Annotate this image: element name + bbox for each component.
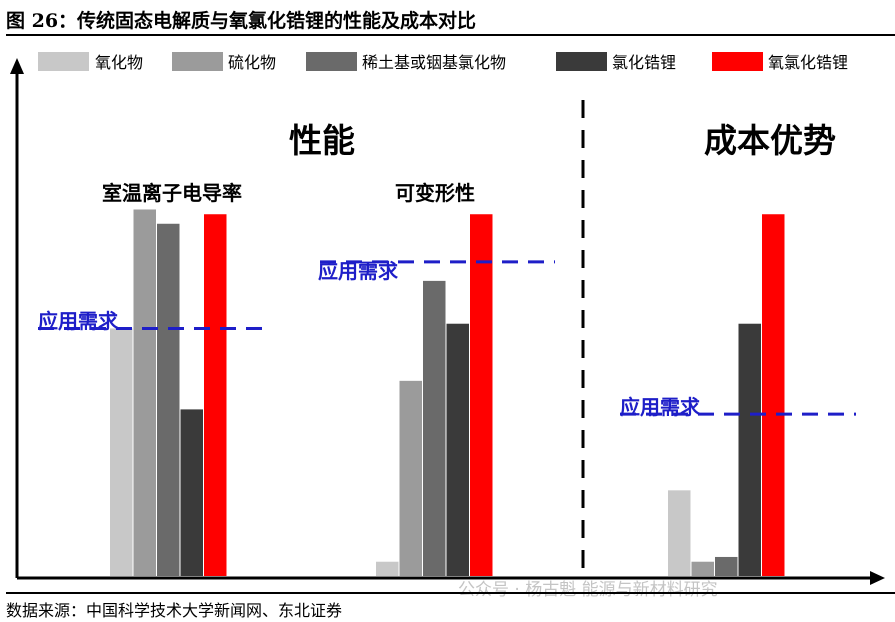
bar-2-3 — [738, 323, 761, 576]
bar-1-4 — [470, 214, 493, 577]
legend: 氧化物 硫化物 稀土基或铟基氯化物 氯化锆锂 氧氯化锆锂 — [38, 52, 848, 72]
bar-0-4 — [204, 214, 227, 577]
legend-swatch-0 — [38, 52, 89, 71]
group-label-1: 可变形性 — [395, 181, 475, 205]
legend-label-4: 氧氯化锆锂 — [768, 53, 848, 72]
legend-swatch-1 — [172, 52, 223, 71]
bar-0-0 — [110, 328, 133, 576]
group-label-0: 室温离子电导率 — [102, 181, 242, 205]
bars — [110, 209, 785, 577]
figure-title: 图 26：传统固态电解质与氧氯化锆锂的性能及成本对比 — [6, 10, 477, 32]
bar-2-4 — [762, 214, 785, 577]
legend-label-0: 氧化物 — [95, 53, 143, 72]
title-rule — [6, 34, 895, 36]
watermark: 公众号 · 杨古魁 能源与新材料研究 — [458, 580, 718, 600]
bar-0-3 — [180, 409, 203, 576]
requirement-label-2: 应用需求 — [620, 395, 701, 419]
section-label-cost: 成本优势 — [704, 121, 836, 160]
bar-2-0 — [668, 490, 691, 576]
legend-swatch-4 — [712, 52, 763, 71]
requirement-label-0: 应用需求 — [38, 309, 119, 333]
legend-label-3: 氯化锆锂 — [612, 53, 676, 72]
bar-1-1 — [399, 380, 422, 576]
bar-1-2 — [423, 280, 446, 576]
source-rule — [6, 592, 895, 594]
bar-0-2 — [157, 223, 180, 576]
requirement-label-1: 应用需求 — [318, 259, 399, 283]
section-labels: 性能 成本优势 — [289, 121, 836, 160]
bar-1-0 — [376, 561, 399, 576]
group-labels: 室温离子电导率 可变形性 — [102, 181, 475, 205]
comparison-chart: 氧化物 硫化物 稀土基或铟基氯化物 氯化锆锂 氧氯化锆锂 性能 成本优势 室温离子电导率… — [10, 52, 885, 585]
bar-1-3 — [446, 323, 469, 576]
legend-swatch-2 — [306, 52, 357, 71]
section-label-performance: 性能 — [289, 121, 355, 160]
bar-0-1 — [133, 209, 156, 577]
source-note: 数据来源：中国科学技术大学新闻网、东北证券 — [6, 601, 343, 620]
x-axis-arrow — [870, 571, 885, 585]
legend-label-2: 稀土基或铟基氯化物 — [362, 53, 506, 72]
bar-2-1 — [691, 561, 714, 576]
legend-swatch-3 — [556, 52, 607, 71]
y-axis-arrow — [10, 58, 24, 74]
bar-2-2 — [715, 556, 738, 576]
axes — [10, 58, 885, 585]
legend-label-1: 硫化物 — [228, 53, 276, 72]
